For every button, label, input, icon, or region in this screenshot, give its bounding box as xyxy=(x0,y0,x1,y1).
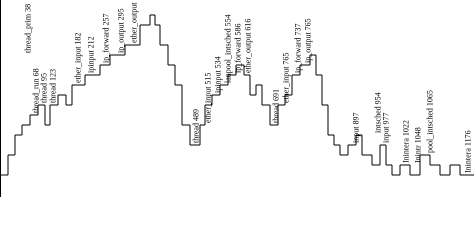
annotation: ip_forward 737 xyxy=(294,23,303,73)
annotation: ip_forward 257 xyxy=(102,13,111,63)
annotation: Inintera 1176 xyxy=(464,130,473,173)
annotation: thread_run 68 xyxy=(32,68,41,113)
annotation: input 897 xyxy=(352,113,361,143)
annotation: ip_output 295 xyxy=(117,8,126,53)
annotation: input 977 xyxy=(382,113,391,143)
annotation: ipinput 212 xyxy=(87,36,96,73)
annotation: ether_output xyxy=(130,2,139,43)
annotation: ether_input 515 xyxy=(204,73,213,123)
annotation: ether_input 765 xyxy=(282,53,291,103)
annotation: ipinput 534 xyxy=(214,56,223,93)
annotation: ether_input 182 xyxy=(74,33,83,83)
annotation: intsched 954 xyxy=(374,92,383,133)
annotation: thread 123 xyxy=(49,69,58,103)
annotation: thread_prim 38 xyxy=(24,4,33,53)
annotation: ip_forward 586 xyxy=(234,23,243,73)
annotation: thread 489 xyxy=(192,109,201,143)
annotation: ether_output 616 xyxy=(244,19,253,73)
annotation: lanpool_intsched 554 xyxy=(224,14,233,83)
annotation: ip_output 765 xyxy=(304,18,313,63)
annotation: Inintr 1048 xyxy=(414,127,423,163)
annotation: thread 95 xyxy=(40,73,49,103)
annotation: thread 691 xyxy=(272,89,281,123)
annotation: pool_intsched 1065 xyxy=(426,90,435,153)
annotation: Inintera 1022 xyxy=(402,120,411,163)
